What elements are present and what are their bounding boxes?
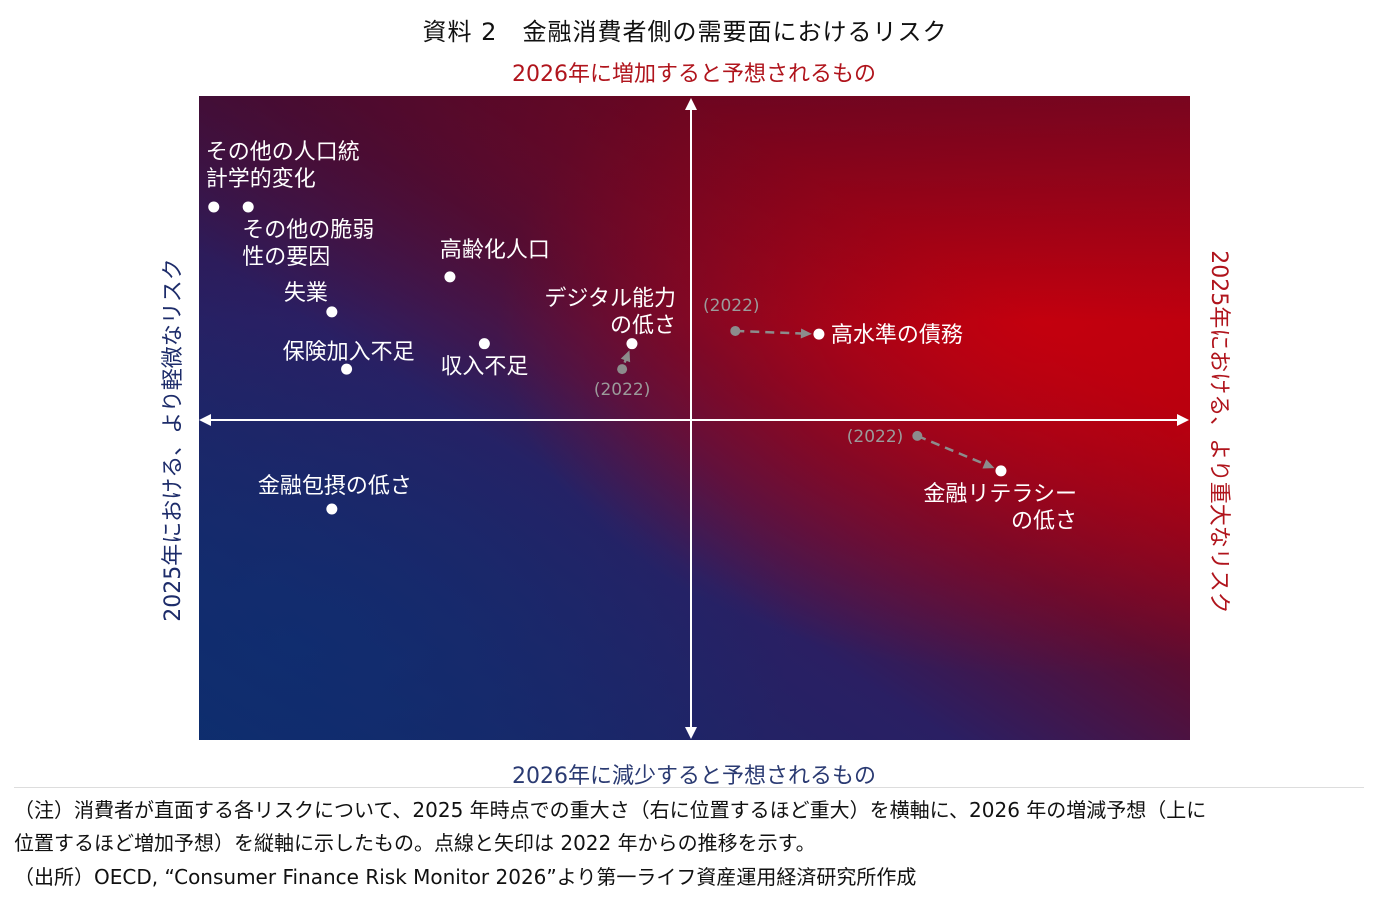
- note-line-1: （注）消費者が直面する各リスクについて、2025 年時点での重大さ（右に位置する…: [14, 798, 1207, 822]
- data-point-8: [326, 503, 338, 515]
- x-axis-arrow-right: [1177, 414, 1189, 426]
- data-point-0: [208, 201, 220, 213]
- data-point-9: [995, 465, 1007, 477]
- data-point-4: [341, 363, 353, 375]
- data-label-5: 収入不足: [440, 355, 528, 380]
- data-label-4: 保険加入不足: [283, 340, 415, 365]
- prior-point-9: [912, 430, 923, 441]
- data-label-3: 失業: [284, 281, 328, 306]
- prior-year-label-6: (2022): [594, 380, 651, 400]
- trend-arrowhead-9: [982, 459, 995, 469]
- axis-label-bottom: 2026年に減少すると予想されるもの: [512, 764, 876, 789]
- trend-line-9: [916, 434, 988, 467]
- prior-point-6: [617, 364, 628, 375]
- data-point-3: [326, 306, 338, 318]
- data-point-2: [444, 271, 456, 283]
- prior-year-label-9: (2022): [847, 427, 904, 447]
- data-label-8: 金融包摂の低さ: [258, 474, 412, 499]
- axis-label-left: 2025年における、より軽微なリスク: [161, 258, 186, 622]
- trend-line-7: [735, 329, 804, 335]
- y-axis-arrow-down: [685, 727, 697, 739]
- data-point-1: [242, 201, 254, 213]
- data-point-5: [478, 338, 490, 350]
- note-line-2: 位置するほど増加予想）を縦軸に示したもの。点線と矢印は 2022 年からの推移を…: [14, 831, 816, 855]
- data-label-7: 高水準の債務: [831, 323, 963, 348]
- y-axis-arrow-up: [685, 98, 697, 110]
- trend-arrowhead-7: [800, 328, 812, 339]
- data-label-0: その他の人口統計学的変化: [206, 140, 360, 192]
- data-label-6: デジタル能力の低さ: [544, 287, 676, 339]
- trend-arrowhead-6: [620, 350, 631, 363]
- x-axis-arrow-left: [199, 414, 211, 426]
- data-label-9: 金融リテラシーの低さ: [923, 482, 1077, 534]
- separator-line: [14, 787, 1364, 788]
- axes: [199, 98, 1189, 739]
- axis-label-right: 2025年における、より重大なリスク: [1206, 250, 1231, 614]
- chart-title: 資料 2 金融消費者側の需要面におけるリスク: [422, 18, 948, 46]
- prior-point-7: [730, 325, 741, 336]
- prior-year-label-7: (2022): [703, 296, 760, 316]
- data-label-1: その他の脆弱性の要因: [242, 218, 374, 270]
- axis-label-top: 2026年に増加すると予想されるもの: [512, 62, 876, 87]
- source-line: （出所）OECD, “Consumer Finance Risk Monitor…: [14, 865, 917, 889]
- data-label-2: 高齢化人口: [440, 238, 550, 263]
- data-point-7: [813, 328, 825, 340]
- data-point-6: [626, 338, 638, 350]
